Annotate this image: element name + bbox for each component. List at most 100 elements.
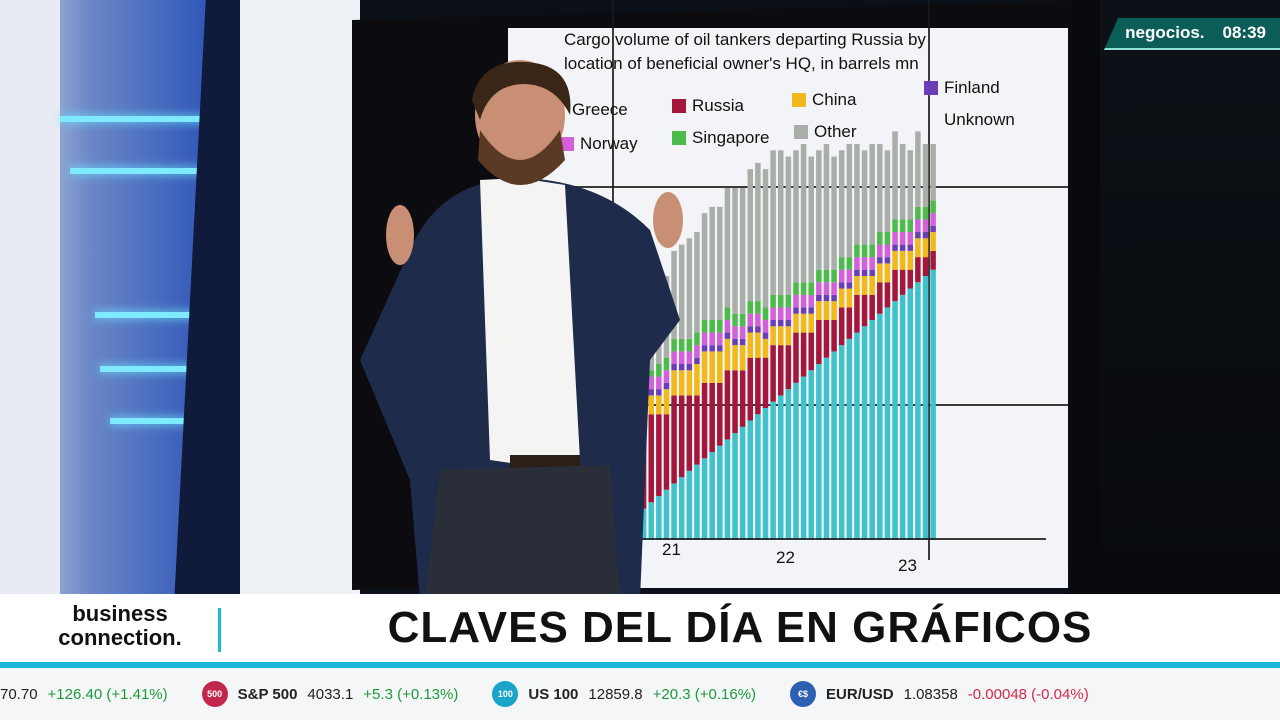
bar-segment-other bbox=[701, 213, 708, 320]
ticker-value: 4033.1 bbox=[307, 685, 354, 703]
bar-segment-russia bbox=[892, 269, 898, 302]
bar-segment-norway bbox=[823, 282, 830, 295]
bar-segment-greece bbox=[892, 301, 898, 540]
bar-segment-other bbox=[930, 144, 936, 201]
bar-segment-russia bbox=[823, 320, 830, 358]
bar-segment-singapore bbox=[732, 313, 738, 327]
bar-segment-norway bbox=[663, 370, 670, 383]
bar-segment-greece bbox=[739, 426, 746, 540]
legend-label: Singapore bbox=[692, 128, 770, 147]
bar-segment-other bbox=[724, 188, 731, 308]
legend-label: Finland bbox=[944, 78, 1000, 97]
bar-segment-china bbox=[808, 313, 814, 333]
bar-segment-norway bbox=[877, 244, 883, 258]
ticker-change: +20.3 (+0.16%) bbox=[652, 685, 757, 703]
bar-segment-other bbox=[762, 169, 769, 308]
bar-segment-greece bbox=[816, 364, 822, 540]
bar-segment-russia bbox=[701, 382, 708, 459]
bar-segment-china bbox=[861, 276, 868, 295]
legend-item-russia: Russia bbox=[672, 96, 744, 116]
bar-segment-finland bbox=[854, 269, 860, 276]
bar-segment-finland bbox=[724, 332, 731, 339]
legend-label: Unknown bbox=[944, 110, 1015, 129]
chart-title-line2: location of beneficial owner's HQ, in ba… bbox=[564, 54, 919, 73]
bar-segment-finland bbox=[869, 269, 875, 276]
ticker-value: 12859.8 bbox=[588, 685, 643, 703]
ticker-name: S&P 500 bbox=[237, 685, 298, 703]
bar-segment-russia bbox=[694, 395, 700, 465]
bar-segment-finland bbox=[709, 345, 715, 352]
bar-segment-other bbox=[816, 150, 822, 270]
bar-segment-other bbox=[755, 162, 761, 302]
bar-segment-norway bbox=[846, 269, 853, 283]
bar-segment-singapore bbox=[686, 338, 693, 352]
bar-segment-singapore bbox=[838, 257, 845, 270]
bar-segment-finland bbox=[907, 244, 914, 251]
bar-segment-greece bbox=[648, 502, 654, 540]
bar-segment-china bbox=[823, 301, 830, 320]
bar-segment-other bbox=[778, 150, 784, 295]
bar-segment-russia bbox=[663, 414, 670, 490]
legend-label: Russia bbox=[692, 96, 744, 115]
bar-segment-china bbox=[648, 395, 654, 415]
bar-segment-norway bbox=[892, 232, 898, 245]
bar-segment-singapore bbox=[877, 232, 883, 245]
bar-segment-china bbox=[785, 326, 792, 346]
bar-segment-china bbox=[686, 370, 693, 396]
bar-segment-norway bbox=[854, 257, 860, 270]
bar-segment-china bbox=[656, 395, 662, 415]
bar-segment-china bbox=[747, 332, 754, 358]
bar-segment-greece bbox=[899, 294, 906, 540]
presenter bbox=[360, 60, 683, 600]
bar-segment-finland bbox=[838, 282, 845, 289]
bar-segment-greece bbox=[884, 307, 891, 540]
bar-segment-finland bbox=[922, 232, 929, 239]
bar-segment-norway bbox=[930, 213, 936, 226]
lower-third-accent bbox=[0, 662, 1280, 668]
bar-segment-china bbox=[717, 351, 723, 383]
bar-segment-greece bbox=[846, 338, 853, 540]
bar-segment-greece bbox=[854, 332, 860, 540]
bar-segment-finland bbox=[877, 257, 883, 264]
bar-segment-russia bbox=[861, 294, 868, 327]
bar-segment-china bbox=[930, 232, 936, 251]
bar-segment-norway bbox=[747, 313, 754, 327]
bar-segment-greece bbox=[915, 282, 921, 540]
bar-segment-singapore bbox=[816, 269, 822, 283]
bar-segment-other bbox=[892, 131, 898, 220]
bar-segment-greece bbox=[831, 351, 837, 540]
bar-segment-russia bbox=[816, 320, 822, 364]
bar-segment-singapore bbox=[770, 294, 776, 308]
bar-segment-russia bbox=[793, 332, 799, 383]
bar-segment-russia bbox=[869, 294, 875, 320]
bar-segment-finland bbox=[663, 382, 670, 390]
bar-segment-norway bbox=[785, 307, 792, 320]
bar-segment-singapore bbox=[800, 282, 807, 295]
bar-segment-greece bbox=[709, 452, 715, 540]
bar-segment-finland bbox=[823, 294, 830, 302]
bar-segment-finland bbox=[656, 389, 662, 396]
bar-segment-finland bbox=[793, 307, 799, 314]
bar-segment-greece bbox=[930, 269, 936, 540]
bar-segment-finland bbox=[739, 338, 746, 346]
bar-segment-norway bbox=[869, 257, 875, 270]
bar-segment-norway bbox=[778, 307, 784, 320]
bar-segment-finland bbox=[808, 307, 814, 314]
bar-segment-greece bbox=[907, 288, 914, 540]
ticker-item: 100 US 100 12859.8 +20.3 (+0.16%) bbox=[492, 681, 756, 707]
bar-segment-finland bbox=[831, 294, 837, 302]
bar-segment-singapore bbox=[930, 200, 936, 214]
bar-segment-singapore bbox=[778, 294, 784, 308]
light-strip bbox=[70, 168, 230, 174]
bar-segment-singapore bbox=[915, 206, 921, 220]
bar-segment-finland bbox=[861, 269, 868, 276]
bar-segment-other bbox=[854, 144, 860, 245]
legend-label: Other bbox=[814, 122, 857, 141]
bar-segment-russia bbox=[877, 282, 883, 314]
bar-segment-norway bbox=[915, 219, 921, 232]
bar-segment-norway bbox=[800, 294, 807, 308]
bar-segment-greece bbox=[747, 420, 754, 540]
bar-segment-greece bbox=[678, 477, 685, 540]
bar-segment-russia bbox=[800, 332, 807, 377]
